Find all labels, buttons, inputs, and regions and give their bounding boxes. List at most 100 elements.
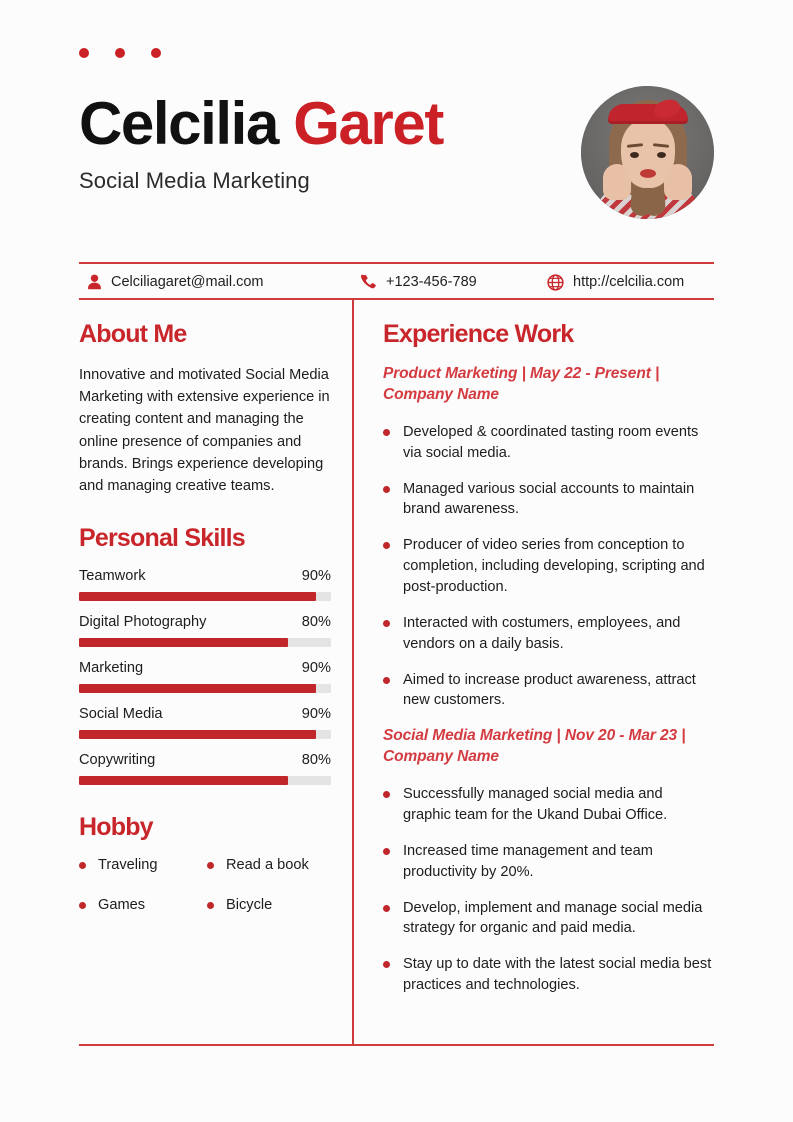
skill-bar-fill [79,730,316,740]
job-bullet-text: Managed various social accounts to maint… [403,480,695,518]
job-heading: Product Marketing | May 22 - Present | C… [383,365,660,403]
contact-website[interactable]: http://celcilia.com [533,273,685,291]
job-bullet-text: Aimed to increase product awareness, att… [403,671,696,709]
bullet-icon [383,542,390,550]
avatar-brow-left [626,143,643,148]
skill-percent: 80% [301,752,331,769]
hobby-item: Traveling [79,857,207,873]
skills-section: Personal Skills Teamwork 90% Digital Pho… [79,524,331,786]
bullet-icon [383,485,390,493]
skill-label: Copywriting [79,752,156,769]
avatar [581,86,714,219]
job-bullet-text: Developed & coordinated tasting room eve… [403,423,699,461]
job-bullet-text: Interacted with costumers, employees, an… [403,614,681,652]
bullet-icon [79,901,86,909]
skill-percent: 90% [301,568,331,585]
contact-phone-text: +123-456-789 [386,274,477,290]
skill-bar-track [79,592,331,602]
bullet-icon [383,904,390,912]
hobby-item: Read a book [207,857,331,873]
job-bullet-text: Increased time management and team produ… [403,842,653,880]
person-icon [88,274,101,290]
bullet-icon [207,901,214,909]
bullet-icon [383,847,390,855]
skill-bar-fill [79,684,316,694]
job-bullet-list: Developed & coordinated tasting room eve… [383,422,714,711]
footer-rule [79,1044,714,1046]
skill-bar-track [79,776,331,786]
hobby-section: Hobby Traveling Read a book Games Bicycl… [79,815,331,913]
job-bullet: Develop, implement and manage social med… [383,898,714,940]
dot-3 [151,48,161,58]
experience-job: Product Marketing | May 22 - Present | C… [383,364,714,711]
contact-website-text: http://celcilia.com [573,274,685,290]
page-title: Celcilia Garet [79,94,444,154]
job-bullet: Managed various social accounts to maint… [383,479,714,521]
skill-bar-track [79,684,331,694]
skill-bar-track [79,638,331,648]
dot-1 [79,48,89,58]
skills-section-title: Personal Skills [79,524,246,553]
skill-percent: 90% [301,706,331,723]
skill-percent: 80% [301,614,331,631]
contact-bar: Celciliagaret@mail.com +123-456-789 http… [79,266,714,298]
contact-email-text: Celciliagaret@mail.com [111,274,264,290]
skill-bar-fill [79,638,289,648]
job-bullet-text: Stay up to date with the latest social m… [403,956,712,994]
job-bullet: Developed & coordinated tasting room eve… [383,422,714,464]
job-bullet-text: Producer of video series from conception… [403,537,705,595]
left-column: About Me Innovative and motivated Social… [79,322,331,913]
hobby-item: Games [79,897,207,913]
column-divider [352,300,354,1045]
bullet-icon [383,428,390,436]
job-bullet-text: Successfully managed social media and gr… [403,786,668,823]
contact-rule-top [79,262,714,264]
hobby-item: Bicycle [207,897,331,913]
right-column: Experience Work Product Marketing | May … [383,322,714,1011]
contact-rule-bottom [79,298,714,300]
skill-bar-track [79,730,331,740]
hobby-section-title: Hobby [79,813,154,842]
skill-row: Teamwork 90% [79,568,331,602]
hobby-item-label: Bicycle [226,897,273,914]
job-bullet-text: Develop, implement and manage social med… [403,899,703,937]
skill-label: Marketing [79,660,144,677]
hobby-item-label: Read a book [226,857,309,874]
job-bullet: Increased time management and team produ… [383,841,714,883]
skill-row: Social Media 90% [79,706,331,740]
bullet-icon [383,676,390,684]
bullet-icon [383,961,390,969]
avatar-face [620,118,675,188]
contact-phone[interactable]: +123-456-789 [347,274,533,290]
contact-email[interactable]: Celciliagaret@mail.com [79,274,347,290]
avatar-lips [639,169,656,178]
hobby-item-label: Traveling [98,857,158,874]
job-bullet: Aimed to increase product awareness, att… [383,670,714,712]
bullet-icon [79,861,86,869]
job-bullet: Successfully managed social media and gr… [383,784,714,826]
dot-2 [115,48,125,58]
about-section-title: About Me [79,320,187,348]
about-section-text: Innovative and motivated Social Media Ma… [79,367,330,494]
phone-icon [361,274,376,289]
job-heading: Social Media Marketing | Nov 20 - Mar 23… [383,727,686,766]
name-block: Celcilia Garet Social Media Marketing [79,86,444,194]
avatar-eye-right [656,152,666,158]
first-name: Celcilia [79,90,279,157]
skill-bar-fill [79,776,289,786]
skill-label: Digital Photography [79,614,207,631]
job-bullet: Interacted with costumers, employees, an… [383,613,714,655]
avatar-brow-right [652,143,669,148]
resume-header: Celcilia Garet Social Media Marketing [79,86,714,219]
job-bullet: Producer of video series from conception… [383,535,714,598]
skill-percent: 90% [301,660,331,677]
job-bullet-list: Successfully managed social media and gr… [383,784,714,996]
bullet-icon [383,791,390,799]
skill-row: Digital Photography 80% [79,614,331,648]
skill-label: Teamwork [79,568,146,585]
experience-section-title: Experience Work [383,320,574,348]
skill-row: Marketing 90% [79,660,331,694]
skill-row: Copywriting 80% [79,752,331,786]
last-name: Garet [277,90,444,157]
